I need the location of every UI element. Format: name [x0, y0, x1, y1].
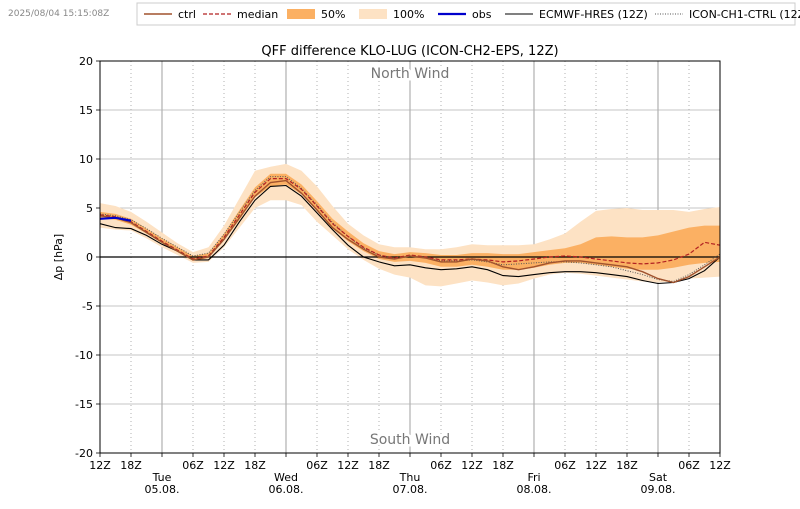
x-tick-label: 06Z	[430, 459, 452, 472]
x-tick-label: 12Z	[337, 459, 359, 472]
y-tick-label: -5	[82, 300, 93, 313]
series-obs	[99, 216, 132, 222]
plot-area: North Wind South Wind -20 -15 -10 -5 0 5 10 15 20 1…	[75, 55, 731, 496]
y-tick-label: 15	[79, 104, 93, 117]
y-tick-label: -20	[75, 447, 93, 460]
x-tick-label: 06Z	[306, 459, 328, 472]
date-label: 09.08.	[641, 483, 676, 496]
x-tick-label: 18Z	[616, 459, 638, 472]
series-ecmwf	[99, 184, 721, 285]
x-tick-label: 12Z	[585, 459, 607, 472]
legend-label-band100: 100%	[393, 8, 424, 21]
series-ctrl	[99, 179, 721, 284]
y-tick-label: -10	[75, 349, 93, 362]
x-tick-label: 06Z	[678, 459, 700, 472]
chart-title: QFF difference KLO-LUG (ICON-CH2-EPS, 12…	[261, 44, 558, 59]
date-label: 06.08.	[269, 483, 304, 496]
legend-label-ch1: ICON-CH1-CTRL (12Z)	[689, 8, 800, 21]
x-tick-label: 18Z	[492, 459, 514, 472]
day-label: Tue	[152, 471, 172, 484]
date-label: 05.08.	[145, 483, 180, 496]
legend-label-obs: obs	[472, 8, 492, 21]
date-label: 08.08.	[517, 483, 552, 496]
legend-swatch-band100	[359, 9, 387, 19]
legend-label-ecmwf: ECMWF-HRES (12Z)	[539, 8, 648, 21]
legend-swatch-band50	[287, 9, 315, 19]
day-label: Wed	[274, 471, 298, 484]
y-tick-label: 5	[86, 202, 93, 215]
x-tick-label: 06Z	[182, 459, 204, 472]
y-tick-label: 10	[79, 153, 93, 166]
x-tick-label: 18Z	[368, 459, 390, 472]
band-band50	[100, 173, 720, 270]
day-label: Sat	[649, 471, 668, 484]
day-label: Thu	[399, 471, 421, 484]
x-tick-label: 12Z	[213, 459, 235, 472]
legend-label-band50: 50%	[321, 8, 345, 21]
date-label: 07.08.	[393, 483, 428, 496]
legend: ctrl median 50% 100% obs ECMWF-HRES (12Z) ICON…	[136, 2, 800, 26]
series-median	[99, 178, 721, 265]
x-tick-label: 12Z	[709, 459, 731, 472]
x-tick-label: 12Z	[461, 459, 483, 472]
north-wind-label: North Wind	[371, 66, 450, 82]
x-tick-label: 06Z	[554, 459, 576, 472]
y-tick-label: 20	[79, 55, 93, 68]
legend-label-median: median	[237, 8, 278, 21]
day-label: Fri	[527, 471, 540, 484]
y-tick-label: -15	[75, 398, 93, 411]
legend-label-ctrl: ctrl	[178, 8, 196, 21]
x-tick-label: 18Z	[120, 459, 142, 472]
south-wind-label: South Wind	[370, 432, 450, 448]
x-tick-label: 18Z	[244, 459, 266, 472]
timestamp: 2025/08/04 15:15:08Z	[8, 9, 109, 19]
y-tick-label: 0	[86, 251, 93, 264]
x-tick-label: 12Z	[89, 459, 111, 472]
y-axis-label: Δp [hPa]	[52, 234, 65, 280]
